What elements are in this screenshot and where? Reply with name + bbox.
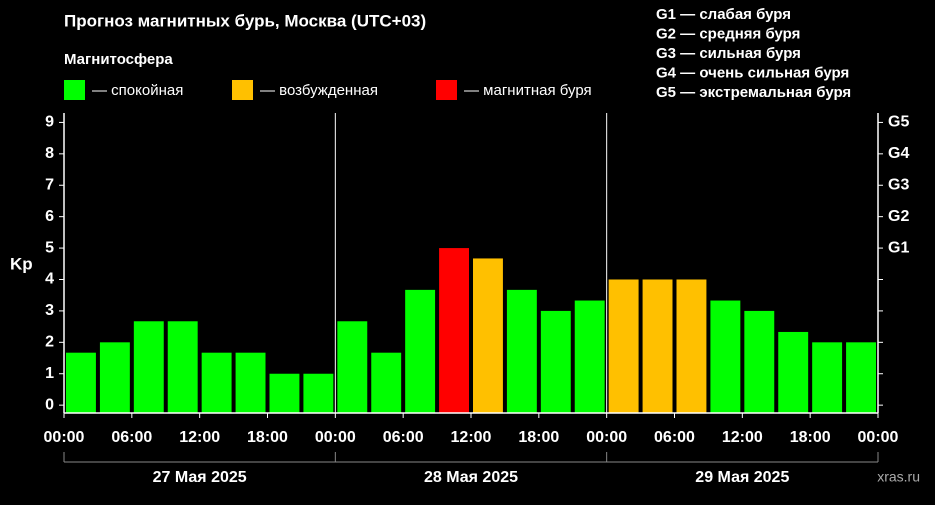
- x-tick-label: 18:00: [247, 429, 288, 446]
- x-tick-label: 18:00: [518, 429, 559, 446]
- bar: [574, 300, 605, 413]
- bar: [473, 258, 503, 413]
- bar: [744, 310, 775, 413]
- bar: [269, 373, 300, 413]
- g-scale-entry: G2 — средняя буря: [656, 25, 800, 42]
- y-axis-label: Kp: [10, 254, 33, 273]
- bar: [540, 310, 571, 413]
- bar: [642, 279, 673, 413]
- x-tick-label: 00:00: [586, 429, 627, 446]
- y-tick-label: 4: [45, 271, 54, 288]
- y2-tick-label: G4: [888, 145, 909, 162]
- bar: [133, 321, 164, 413]
- y-tick-label: 6: [45, 208, 54, 225]
- g-scale-entry: G3 — сильная буря: [656, 45, 801, 62]
- y-tick-label: 9: [45, 114, 54, 131]
- x-tick-label: 18:00: [790, 429, 831, 446]
- bar: [710, 300, 741, 413]
- bar: [371, 352, 402, 413]
- y2-tick-label: G3: [888, 176, 909, 193]
- x-tick-label: 12:00: [179, 429, 220, 446]
- day-label: 27 Мая 2025: [153, 469, 247, 486]
- bar: [812, 342, 843, 413]
- bar: [506, 289, 537, 413]
- bar: [66, 352, 96, 413]
- bar: [846, 342, 876, 413]
- chart-title: Прогноз магнитных бурь, Москва (UTC+03): [64, 11, 426, 30]
- g-scale-entry: G5 — экстремальная буря: [656, 84, 851, 101]
- x-tick-label: 00:00: [315, 429, 356, 446]
- y2-tick-label: G2: [888, 208, 909, 225]
- y-tick-label: 5: [45, 239, 54, 256]
- bar: [439, 248, 469, 413]
- watermark: xras.ru: [877, 469, 920, 485]
- x-tick-label: 06:00: [654, 429, 695, 446]
- bar: [167, 321, 198, 413]
- bar: [337, 321, 368, 413]
- x-tick-label: 12:00: [451, 429, 492, 446]
- bar: [99, 342, 130, 413]
- y-tick-label: 8: [45, 145, 54, 162]
- bar: [201, 352, 232, 413]
- subtitle: Магнитосфера: [64, 51, 173, 68]
- bar: [303, 373, 334, 413]
- bar: [235, 352, 266, 413]
- bar: [676, 279, 707, 413]
- bar: [405, 289, 436, 413]
- y-tick-label: 1: [45, 365, 54, 382]
- g-scale-entry: G4 — очень сильная буря: [656, 64, 849, 81]
- x-tick-label: 06:00: [111, 429, 152, 446]
- y-tick-label: 0: [45, 396, 54, 413]
- x-tick-label: 00:00: [858, 429, 899, 446]
- y2-tick-label: G1: [888, 239, 909, 256]
- y-tick-label: 2: [45, 334, 54, 351]
- x-tick-label: 12:00: [722, 429, 763, 446]
- day-label: 28 Мая 2025: [424, 469, 518, 486]
- legend-swatch: [64, 80, 85, 100]
- bar: [778, 331, 809, 413]
- day-label: 29 Мая 2025: [695, 469, 789, 486]
- legend-swatch: [232, 80, 253, 100]
- y2-tick-label: G5: [888, 114, 909, 131]
- g-scale-entry: G1 — слабая буря: [656, 6, 791, 23]
- legend-label: — спокойная: [92, 82, 183, 99]
- x-tick-label: 06:00: [383, 429, 424, 446]
- y-tick-label: 3: [45, 302, 54, 319]
- legend-label: — возбужденная: [260, 82, 378, 99]
- y-tick-label: 7: [45, 176, 54, 193]
- bar: [608, 279, 639, 413]
- legend-swatch: [436, 80, 457, 100]
- x-tick-label: 00:00: [44, 429, 85, 446]
- legend-label: — магнитная буря: [464, 82, 592, 99]
